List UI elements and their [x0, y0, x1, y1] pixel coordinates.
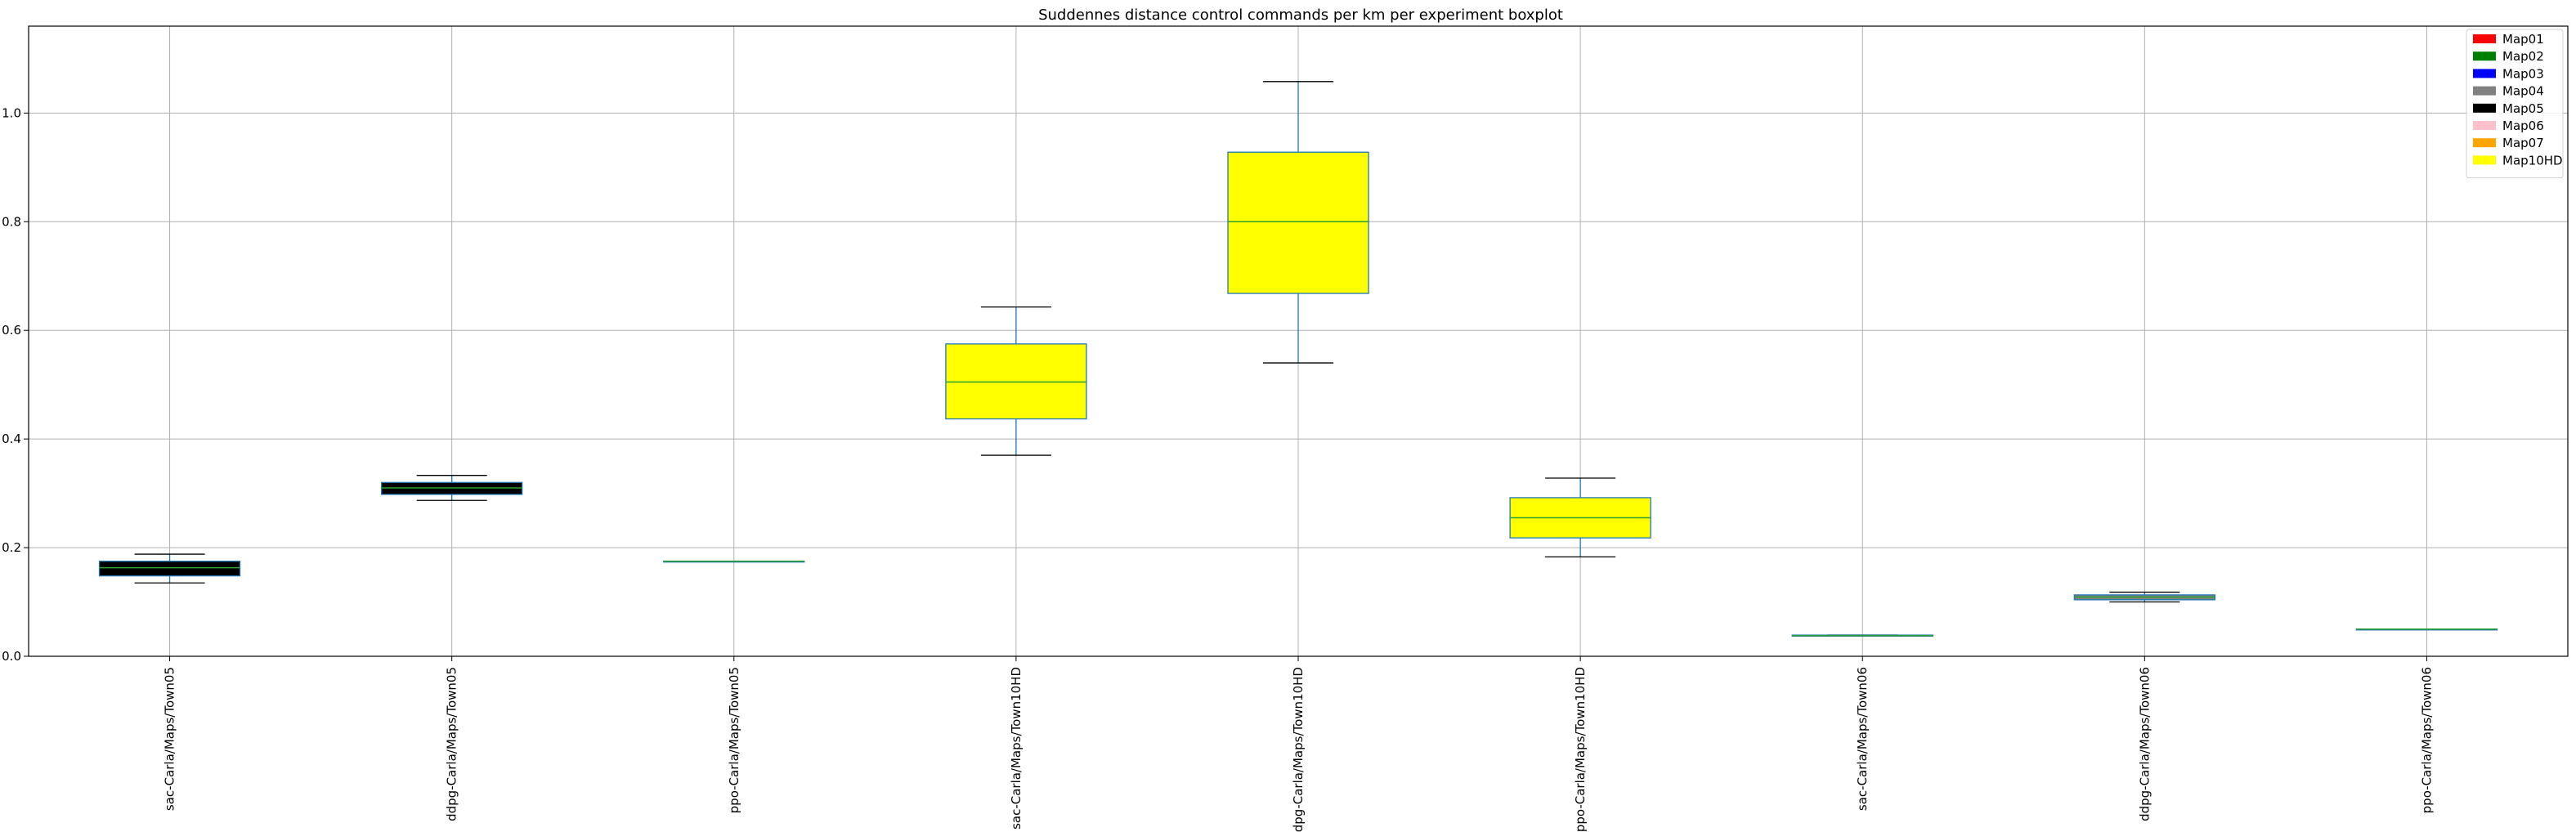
legend-swatch — [2473, 121, 2496, 130]
x-axis: sac-Carla/Maps/Town05 ddpg-Carla/Maps/Tow… — [163, 656, 2434, 832]
legend-swatch — [2473, 103, 2496, 113]
x-tick-label: ddpg-Carla/Maps/Town10HD — [1291, 667, 1306, 832]
legend-label: Map02 — [2502, 49, 2544, 64]
box-group — [1791, 634, 1933, 637]
y-tick-label: 0.4 — [2, 432, 21, 446]
box-group — [663, 560, 805, 563]
box-group — [1509, 477, 1651, 558]
box — [1227, 151, 1369, 294]
y-tick-label: 0.0 — [2, 649, 21, 664]
y-tick-label: 0.6 — [2, 323, 21, 338]
legend-label: Map01 — [2502, 32, 2544, 47]
legend-swatch — [2473, 34, 2496, 43]
y-axis: 0.0 0.2 0.4 0.6 0.8 1.0 — [2, 105, 29, 664]
x-tick-label: sac-Carla/Maps/Town06 — [1855, 667, 1870, 811]
box-group — [98, 553, 241, 584]
box-group — [2355, 628, 2498, 631]
legend-label: Map06 — [2502, 119, 2544, 133]
box-group — [1227, 81, 1369, 364]
legend-label: Map07 — [2502, 136, 2544, 150]
y-tick-label: 1.0 — [2, 105, 21, 120]
legend-swatch — [2473, 155, 2496, 165]
legend-swatch — [2473, 69, 2496, 78]
legend-label: Map04 — [2502, 84, 2544, 99]
x-tick-label: ppo-Carla/Maps/Town06 — [2419, 667, 2434, 813]
chart-title: Suddennes distance control commands per … — [1038, 7, 1563, 24]
legend-swatch — [2473, 51, 2496, 61]
legend-label: Map10HD — [2502, 153, 2563, 168]
box-group — [2073, 591, 2215, 603]
y-tick-label: 0.8 — [2, 214, 21, 229]
x-tick-label: ddpg-Carla/Maps/Town05 — [445, 667, 459, 821]
x-tick-label: ppo-Carla/Maps/Town05 — [727, 667, 741, 813]
legend: Map01 Map02 Map03 Map04 Map05 Map06 Map07 Map10… — [2466, 29, 2564, 179]
legend-label: Map05 — [2502, 101, 2544, 116]
legend-swatch — [2473, 86, 2496, 96]
legend-label: Map03 — [2502, 66, 2544, 81]
x-tick-label: ppo-Carla/Maps/Town10HD — [1573, 667, 1588, 832]
x-tick-label: ddpg-Carla/Maps/Town06 — [2137, 667, 2152, 821]
legend-swatch — [2473, 138, 2496, 148]
box-layer — [98, 81, 2498, 637]
box — [98, 561, 241, 577]
y-tick-label: 0.2 — [2, 540, 21, 555]
box-group — [945, 306, 1087, 456]
box-group — [381, 475, 523, 501]
x-tick-label: sac-Carla/Maps/Town10HD — [1009, 667, 1024, 830]
x-tick-label: sac-Carla/Maps/Town05 — [163, 667, 177, 811]
